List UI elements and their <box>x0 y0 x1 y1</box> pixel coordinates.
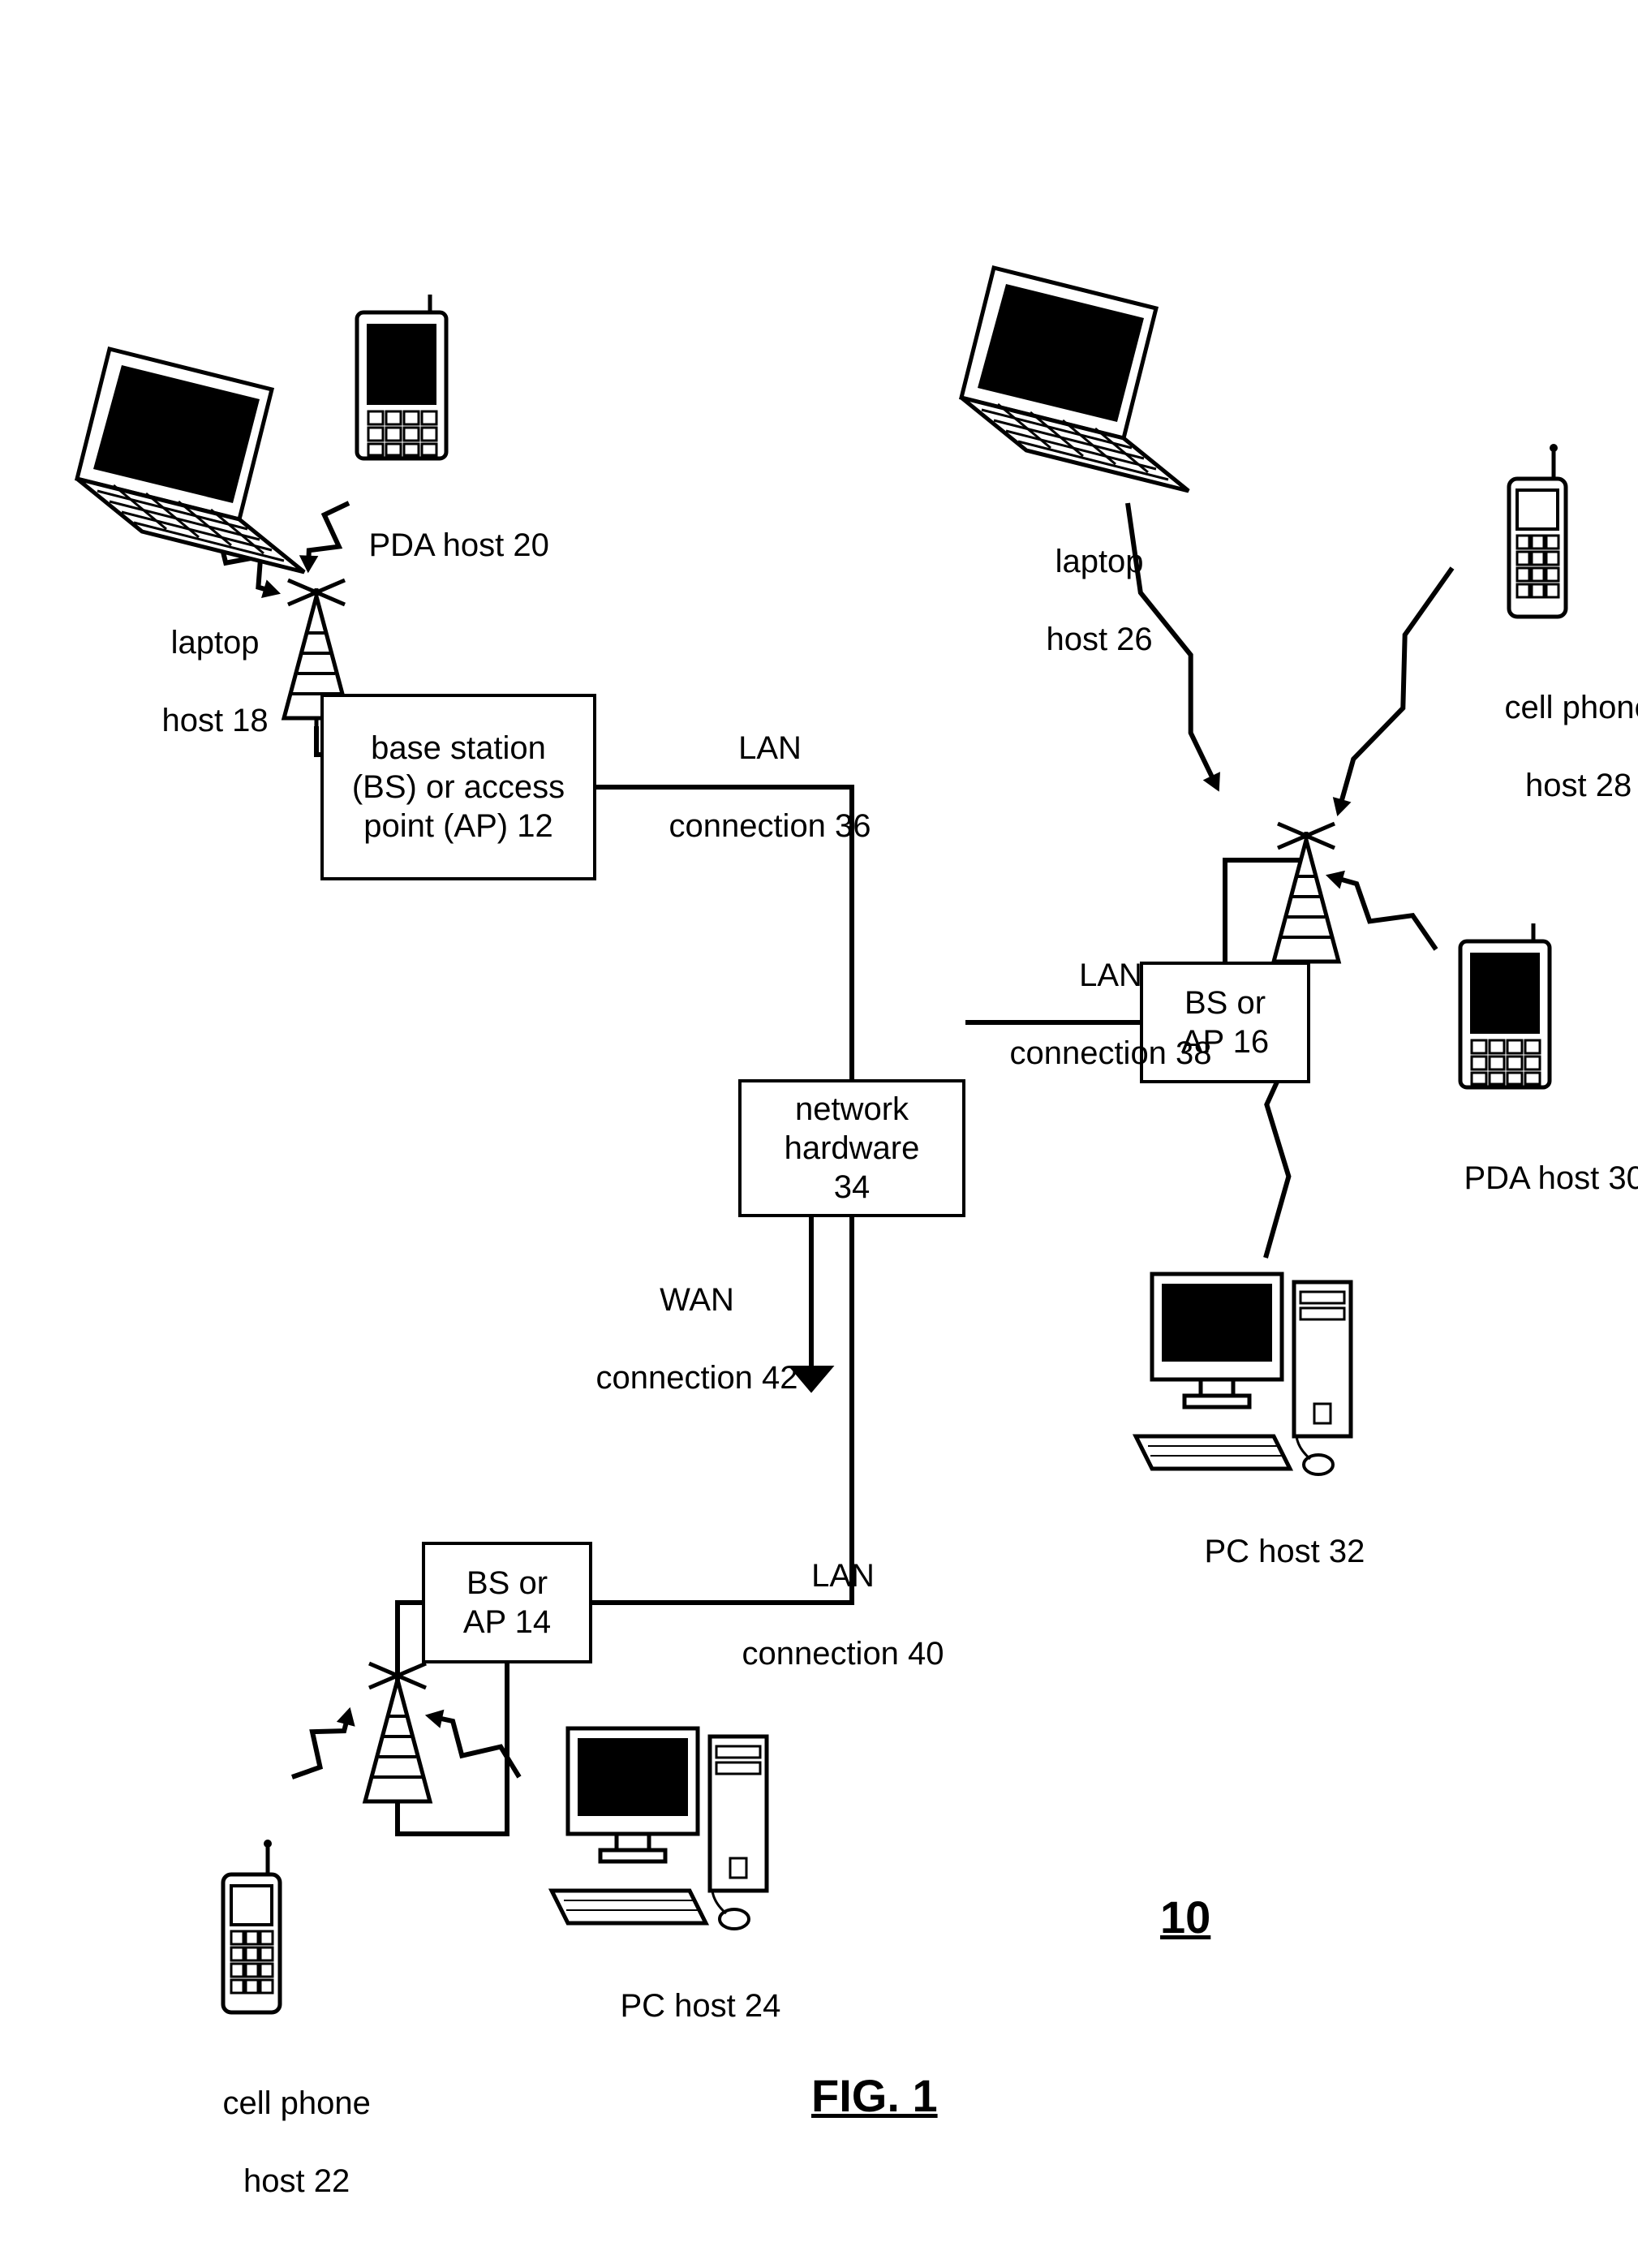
cellphone-icon-cell22 <box>223 1840 280 2012</box>
laptop-icon-laptop26 <box>961 268 1189 491</box>
laptop-icon-laptop18 <box>77 349 304 572</box>
cell22-l1: cell phone <box>222 2085 370 2121</box>
nh34-line1: network <box>795 1091 909 1127</box>
lan38-l2: connection 38 <box>1009 1035 1211 1071</box>
antenna-icon-ant14 <box>365 1663 430 1810</box>
label-pc32: PC host 32 <box>1168 1493 1365 1610</box>
cell28-l2: host 28 <box>1525 768 1632 803</box>
pc-icon-pc24 <box>552 1728 767 1929</box>
ap12-line1: base station <box>371 730 546 766</box>
wan42-l2: connection 42 <box>595 1360 798 1396</box>
wan42-l1: WAN <box>660 1282 734 1318</box>
pc24-l1: PC host 24 <box>620 1988 780 2024</box>
label-lan40: LAN connection 40 <box>706 1517 944 1712</box>
cellphone-icon-cell28 <box>1509 444 1566 617</box>
pda-icon-pda30 <box>1460 923 1550 1087</box>
antenna-icon-ant16 <box>1274 824 1339 970</box>
lan40-l1: LAN <box>811 1558 875 1594</box>
label-wan42: WAN connection 42 <box>560 1242 798 1436</box>
label-pda30: PDA host 30 <box>1428 1120 1638 1237</box>
ap12-line3: point (AP) 12 <box>363 808 552 844</box>
cell22-l2: host 22 <box>243 2163 350 2199</box>
label-pda20: PDA host 20 <box>333 487 549 604</box>
node-ap14: BS or AP 14 <box>422 1542 592 1663</box>
laptop18-l1: laptop <box>171 625 260 661</box>
figure-label: FIG. 1 <box>811 2069 938 2122</box>
lan38-l1: LAN <box>1079 958 1142 993</box>
ref-number: 10 <box>1160 1891 1210 1943</box>
laptop26-l1: laptop <box>1055 544 1144 579</box>
pda20-l1: PDA host 20 <box>368 527 548 563</box>
laptop26-l2: host 26 <box>1046 622 1152 657</box>
pda-icon-pda20 <box>357 295 446 458</box>
nh34-line2: hardware <box>785 1130 920 1166</box>
label-lan36: LAN connection 36 <box>633 690 871 884</box>
label-laptop26: laptop host 26 <box>1010 503 1153 698</box>
nh34-line3: 34 <box>834 1169 871 1205</box>
diagram-stage: base station (BS) or access point (AP) 1… <box>0 0 1638 2268</box>
laptop18-l2: host 18 <box>161 703 268 738</box>
label-cell22: cell phone host 22 <box>187 2045 371 2240</box>
pda30-l1: PDA host 30 <box>1464 1160 1638 1196</box>
node-ap12: base station (BS) or access point (AP) 1… <box>320 694 596 880</box>
label-lan38: LAN connection 38 <box>974 917 1212 1112</box>
ap14-line2: AP 14 <box>463 1604 551 1640</box>
ap14-line1: BS or <box>466 1565 548 1601</box>
node-nh34: network hardware 34 <box>738 1079 965 1217</box>
ap12-line2: (BS) or access <box>352 769 565 805</box>
label-pc24: PC host 24 <box>584 1947 780 2064</box>
pc32-l1: PC host 32 <box>1204 1534 1365 1569</box>
pc-icon-pc32 <box>1136 1274 1351 1474</box>
label-laptop18: laptop host 18 <box>126 584 269 779</box>
lan36-l2: connection 36 <box>669 808 871 844</box>
lan36-l1: LAN <box>738 730 802 766</box>
cell28-l1: cell phone <box>1504 690 1638 725</box>
lan40-l2: connection 40 <box>742 1636 944 1672</box>
label-cell28: cell phone host 28 <box>1468 649 1638 844</box>
